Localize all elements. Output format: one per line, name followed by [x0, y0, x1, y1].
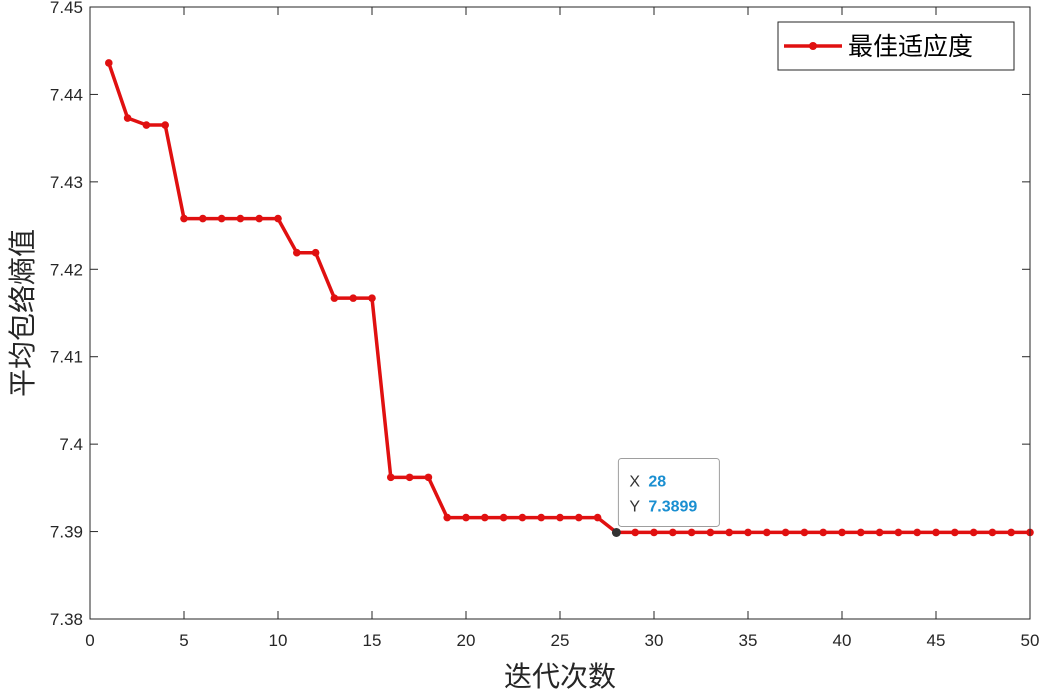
data-point[interactable]: [349, 294, 358, 302]
data-point[interactable]: [951, 528, 959, 537]
data-point[interactable]: [293, 248, 301, 257]
data-point[interactable]: [838, 528, 846, 537]
data-point[interactable]: [387, 473, 395, 482]
data-point[interactable]: [556, 513, 564, 522]
x-tick-label: 5: [179, 631, 188, 650]
datatip-y-key: Y: [629, 498, 640, 515]
data-point[interactable]: [706, 528, 715, 537]
data-point[interactable]: [875, 528, 884, 537]
data-point[interactable]: [199, 214, 207, 223]
data-point[interactable]: [763, 528, 771, 537]
data-point[interactable]: [669, 528, 677, 537]
data-point[interactable]: [481, 513, 489, 522]
data-point[interactable]: [499, 513, 508, 522]
data-point[interactable]: [857, 528, 865, 537]
x-tick-label: 45: [927, 631, 946, 650]
data-point[interactable]: [894, 528, 903, 537]
data-point[interactable]: [123, 114, 132, 122]
x-tick-label: 50: [1021, 631, 1040, 650]
data-point[interactable]: [274, 214, 282, 223]
data-point[interactable]: [537, 513, 545, 522]
data-point[interactable]: [988, 528, 997, 537]
y-tick-label: 7.42: [50, 260, 83, 279]
data-point[interactable]: [255, 214, 263, 223]
data-point[interactable]: [913, 528, 921, 537]
y-axis-title: 平均包络熵值: [6, 229, 39, 397]
legend[interactable]: 最佳适应度: [777, 21, 1015, 71]
data-point[interactable]: [1007, 528, 1015, 537]
x-tick-label: 15: [363, 631, 382, 650]
data-point[interactable]: [650, 528, 658, 537]
legend-marker-sample: [809, 42, 817, 50]
data-point[interactable]: [781, 528, 790, 537]
y-tick-label: 7.38: [50, 610, 83, 629]
data-point[interactable]: [744, 528, 752, 537]
datatip-x-value: 28: [648, 473, 666, 490]
data-point[interactable]: [687, 528, 696, 537]
x-tick-label: 30: [645, 631, 664, 650]
x-tick-label: 35: [739, 631, 758, 650]
datatip-x-key: X: [629, 473, 640, 490]
data-point[interactable]: [330, 294, 339, 302]
datatip-marker: [611, 527, 621, 537]
data-point[interactable]: [800, 528, 809, 537]
data-point[interactable]: [969, 528, 978, 537]
y-tick-label: 7.43: [50, 173, 83, 192]
data-point[interactable]: [236, 214, 245, 223]
data-point[interactable]: [725, 528, 733, 537]
data-point[interactable]: [180, 214, 188, 223]
data-point[interactable]: [593, 513, 602, 522]
series-group: [105, 59, 1034, 537]
axis-ticks: 0 5 10 15 20 25 30 35 40 45 50 7.38 7.39 7.4 7.41 7.42 7…: [50, 0, 1040, 650]
x-tick-label: 20: [457, 631, 476, 650]
y-tick-label: 7.45: [50, 0, 83, 17]
data-point[interactable]: [424, 473, 433, 482]
data-point[interactable]: [575, 513, 583, 522]
x-axis-title: 迭代次数: [504, 660, 616, 690]
plot-area: [90, 7, 1030, 619]
data-point[interactable]: [405, 473, 414, 482]
x-tick-label: 0: [85, 631, 94, 650]
data-point[interactable]: [161, 121, 169, 129]
datatip-y-value: 7.3899: [648, 498, 697, 515]
y-tick-label: 7.41: [50, 348, 83, 367]
datatip-box: [617, 457, 720, 527]
data-point[interactable]: [105, 59, 113, 67]
x-tick-label: 40: [833, 631, 852, 650]
data-point[interactable]: [311, 248, 320, 257]
data-point[interactable]: [932, 528, 940, 537]
datatip[interactable]: X 28 Y 7.3899: [611, 457, 720, 537]
y-tick-label: 7.4: [59, 435, 83, 454]
data-point[interactable]: [443, 513, 452, 522]
data-point[interactable]: [819, 528, 827, 537]
data-point[interactable]: [518, 513, 527, 522]
x-tick-label: 10: [269, 631, 288, 650]
data-point[interactable]: [217, 214, 226, 223]
x-tick-label: 25: [551, 631, 570, 650]
data-point[interactable]: [462, 513, 470, 522]
y-tick-label: 7.44: [50, 85, 83, 104]
data-point[interactable]: [142, 121, 151, 129]
data-point[interactable]: [368, 294, 376, 302]
legend-label: 最佳适应度: [848, 32, 973, 61]
plot-frame: [89, 6, 1031, 620]
y-tick-label: 7.39: [50, 523, 83, 542]
data-point[interactable]: [631, 528, 639, 537]
